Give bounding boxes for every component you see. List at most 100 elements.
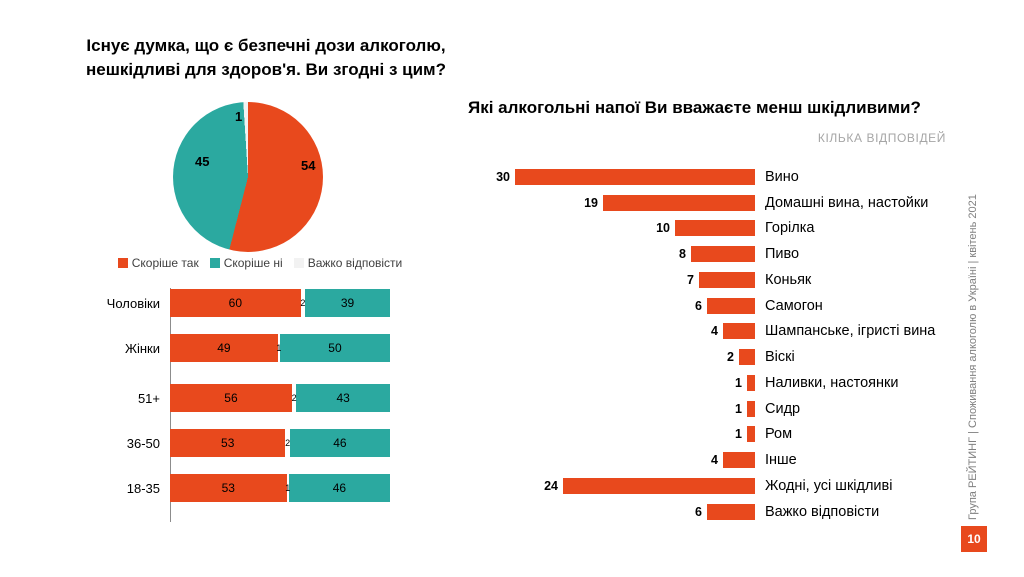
segment-value: 56 <box>224 391 238 405</box>
drink-label: Інше <box>765 452 797 469</box>
legend-item: Скоріше ні <box>209 256 283 270</box>
drink-bar-zone: 1 <box>468 400 755 417</box>
segment-value: 53 <box>221 481 235 495</box>
source-caption: Група РЕЙТИНГ | Споживання алкоголю в Ук… <box>967 194 979 520</box>
drink-value: 7 <box>687 272 694 287</box>
legend-swatch-icon <box>209 258 220 268</box>
drink-bar-zone: 19 <box>468 194 755 211</box>
segment-value: 1 <box>276 343 282 353</box>
drink-bar <box>603 194 755 211</box>
segment-value: 46 <box>332 481 347 495</box>
drink-label: Вино <box>765 168 799 185</box>
demo-row: 18-35 53 1 46 <box>74 474 390 502</box>
drink-bar-zone: 10 <box>468 220 755 237</box>
pie-legend: Скоріше так Скоріше ні Важко відповісти <box>70 256 450 270</box>
bar-segment: 46 <box>289 429 390 457</box>
stacked-bar: 56 2 43 <box>170 384 390 412</box>
drink-bar-zone: 4 <box>468 323 755 340</box>
stacked-bar: 53 1 46 <box>170 474 390 502</box>
agreement-pie-chart: 54 45 1 <box>173 102 323 252</box>
drink-bar-zone: 4 <box>468 452 755 469</box>
drink-bar <box>747 426 755 443</box>
drink-row: 6 Важко відповісти <box>468 499 1016 525</box>
drink-bar <box>675 220 755 237</box>
drink-label: Коньяк <box>765 271 812 288</box>
drink-value: 6 <box>695 504 702 519</box>
bar-segment: 53 <box>170 474 287 502</box>
stacked-bar: 49 1 50 <box>170 334 390 362</box>
pie-value-hard-to-say: 1 <box>235 109 243 124</box>
legend-swatch-icon <box>293 258 304 268</box>
pie-chart-title: Існує думка, що є безпечні дози алкоголю… <box>85 36 446 79</box>
page-number-badge: 10 <box>961 526 987 552</box>
drink-bar-zone: 24 <box>468 477 755 494</box>
drink-value: 8 <box>679 247 686 262</box>
legend-swatch-icon <box>117 258 128 268</box>
segment-value: 49 <box>217 341 231 355</box>
drink-label: Самогон <box>765 297 823 314</box>
drink-value: 10 <box>656 221 670 236</box>
drinks-chart-title: Які алкогольні напої Ви вважаєте менш шк… <box>468 98 921 117</box>
drink-bar-zone: 30 <box>468 168 755 185</box>
drink-bar-zone: 6 <box>468 297 755 314</box>
segment-value: 2 <box>285 438 291 448</box>
drink-bar-zone: 2 <box>468 349 755 366</box>
demo-row: 51+ 56 2 43 <box>74 384 390 412</box>
drink-bar <box>563 477 755 494</box>
drink-bar <box>723 323 755 340</box>
drink-value: 24 <box>544 478 558 493</box>
drink-row: 4 Шампанське, ігристі вина <box>468 319 1016 345</box>
demo-row: Жінки 49 1 50 <box>74 334 390 362</box>
drink-label: Важко відповісти <box>765 503 880 520</box>
bar-segment: 46 <box>288 474 390 502</box>
drink-label: Ром <box>765 426 793 443</box>
drink-label: Пиво <box>765 246 800 263</box>
drink-bar <box>691 246 755 263</box>
drink-row: 19 Домашні вина, настойки <box>468 190 1016 216</box>
drink-label: Домашні вина, настойки <box>765 194 929 211</box>
drink-bar-zone: 7 <box>468 271 755 288</box>
drink-value: 4 <box>711 453 718 468</box>
drink-value: 2 <box>727 350 734 365</box>
demo-category-label: Чоловіки <box>106 295 160 311</box>
drink-row: 1 Наливки, настоянки <box>468 370 1016 396</box>
bar-segment: 1 <box>276 334 282 362</box>
drinks-chart-subtitle: КІЛЬКА ВІДПОВІДЕЙ <box>817 131 946 145</box>
bar-segment: 50 <box>279 334 390 362</box>
bar-segment: 2 <box>291 384 297 412</box>
drink-label: Віскі <box>765 349 795 366</box>
pie-value-rather-no: 45 <box>195 154 210 169</box>
drink-label: Жодні, усі шкідливі <box>765 477 893 494</box>
legend-item: Скоріше так <box>117 256 199 270</box>
drink-bar-zone: 6 <box>468 503 755 520</box>
drink-value: 1 <box>735 375 742 390</box>
drink-row: 8 Пиво <box>468 241 1016 267</box>
drink-bar-zone: 1 <box>468 426 755 443</box>
drink-bar <box>723 452 755 469</box>
demographic-chart: Чоловіки 60 2 39 Жінки 49 1 50 51+ 56 2 43 36-50 53 2 4… <box>74 289 390 519</box>
segment-value: 60 <box>228 296 243 310</box>
drink-row: 24 Жодні, усі шкідливі <box>468 473 1016 499</box>
drink-row: 30 Вино <box>468 164 1016 190</box>
drink-bar <box>747 400 755 417</box>
legend-item: Важко відповісти <box>293 256 403 270</box>
legend-label: Скоріше так <box>131 256 199 270</box>
drink-row: 2 Віскі <box>468 344 1016 370</box>
bar-segment: 53 <box>170 429 286 457</box>
segment-value: 46 <box>333 436 347 450</box>
drink-label: Шампанське, ігристі вина <box>765 323 936 340</box>
drink-bar <box>707 297 755 314</box>
segment-value: 2 <box>291 393 297 403</box>
demo-category-label: 36-50 <box>126 435 160 451</box>
drink-bar <box>739 349 755 366</box>
drink-label: Наливки, настоянки <box>765 374 899 391</box>
bar-segment: 43 <box>296 384 390 412</box>
drink-value: 1 <box>735 401 742 416</box>
bar-segment: 49 <box>170 334 278 362</box>
drink-row: 6 Самогон <box>468 293 1016 319</box>
demo-category-label: 18-35 <box>126 480 160 496</box>
drink-bar-zone: 1 <box>468 374 755 391</box>
segment-value: 50 <box>328 341 342 355</box>
drink-label: Сидр <box>765 400 801 417</box>
legend-label: Важко відповісти <box>307 256 403 270</box>
